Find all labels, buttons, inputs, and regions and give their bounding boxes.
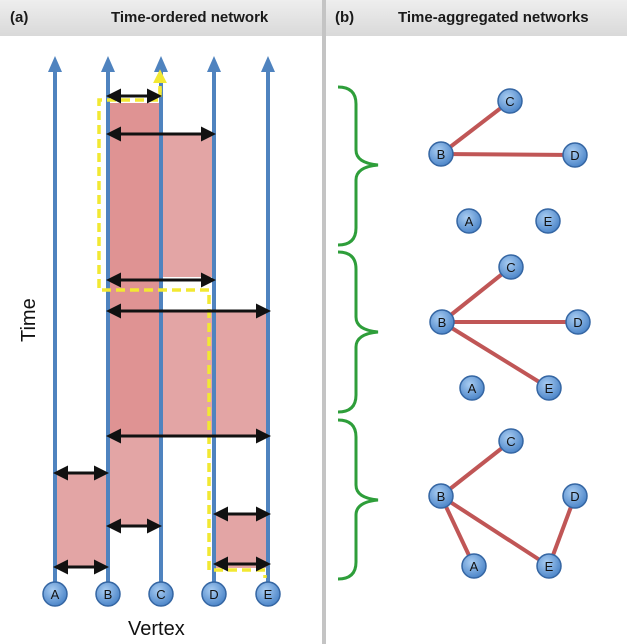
aggregated-network-1: A B C D E	[428, 88, 588, 234]
timeline-arrowhead-c	[154, 56, 168, 72]
edge-b-a	[439, 495, 476, 567]
edge-b-d	[440, 152, 576, 157]
network-node-label-b: B	[437, 147, 446, 162]
edge-b-c	[439, 439, 513, 498]
network-node-a	[459, 375, 485, 401]
network-node-c	[497, 88, 523, 114]
contact-block-a-b	[55, 472, 108, 568]
network-node-label-c: C	[506, 260, 515, 275]
network-node-a	[461, 553, 487, 579]
vertex-node-d	[201, 581, 227, 607]
vertex-label-b: B	[104, 587, 113, 602]
network-node-b	[428, 483, 454, 509]
panel-a-header	[0, 0, 322, 36]
time-window-brace-1	[337, 85, 379, 247]
network-node-c	[498, 428, 524, 454]
network-node-c	[498, 254, 524, 280]
network-node-label-e: E	[545, 381, 554, 396]
time-window-brace-2	[337, 250, 379, 414]
edge-b-e	[439, 494, 551, 568]
aggregated-network-2: A B C D E	[429, 254, 591, 401]
edge-b-c	[439, 99, 512, 156]
panel-b-letter: (b)	[335, 9, 355, 26]
network-node-label-d: D	[570, 489, 579, 504]
timeline-arrowhead-d	[207, 56, 221, 72]
vertex-label-a: A	[51, 587, 60, 602]
network-node-d	[562, 142, 588, 168]
network-node-b	[428, 141, 454, 167]
vertex-node-e	[255, 581, 281, 607]
contact-block-b-c-early	[108, 103, 161, 277]
contact-block-b-c-mid	[108, 277, 161, 437]
network-node-e	[536, 375, 562, 401]
edge-b-c	[440, 265, 513, 324]
network-node-label-e: E	[545, 559, 554, 574]
timeline-arrowhead-e	[261, 56, 275, 72]
contact-block-d-e	[214, 514, 268, 568]
network-node-a	[456, 208, 482, 234]
network-node-b	[429, 309, 455, 335]
network-node-label-c: C	[505, 94, 514, 109]
network-node-label-d: D	[570, 148, 579, 163]
network-node-label-a: A	[468, 381, 477, 396]
network-node-d	[562, 483, 588, 509]
network-node-e	[535, 208, 561, 234]
panel-divider	[322, 0, 326, 644]
network-node-label-c: C	[506, 434, 515, 449]
edge-b-e	[440, 320, 551, 390]
network-node-label-a: A	[470, 559, 479, 574]
x-axis-label: Vertex	[128, 618, 185, 640]
panel-b-title: Time-aggregated networks	[398, 9, 589, 26]
network-node-d	[565, 309, 591, 335]
contact-block-b-late	[108, 437, 161, 526]
contact-block-c-d-early	[161, 135, 214, 277]
panel-a-title: Time-ordered network	[111, 9, 269, 26]
vertex-node-b	[95, 581, 121, 607]
aggregated-network-3: A B C D E	[428, 428, 588, 579]
timeline-arrowhead-b	[101, 56, 115, 72]
vertex-label-d: D	[209, 587, 218, 602]
network-node-label-a: A	[465, 214, 474, 229]
vertex-label-e: E	[264, 587, 273, 602]
panel-b-header	[326, 0, 627, 36]
network-node-label-d: D	[573, 315, 582, 330]
panel-a-letter: (a)	[10, 9, 29, 26]
vertex-node-c	[148, 581, 174, 607]
network-node-e	[536, 553, 562, 579]
network-node-label-b: B	[437, 489, 446, 504]
vertex-node-a	[42, 581, 68, 607]
timeline-arrowhead-a	[48, 56, 62, 72]
time-window-brace-3	[337, 418, 379, 581]
network-node-label-b: B	[438, 315, 447, 330]
vertex-label-c: C	[156, 587, 165, 602]
network-node-label-e: E	[544, 214, 553, 229]
